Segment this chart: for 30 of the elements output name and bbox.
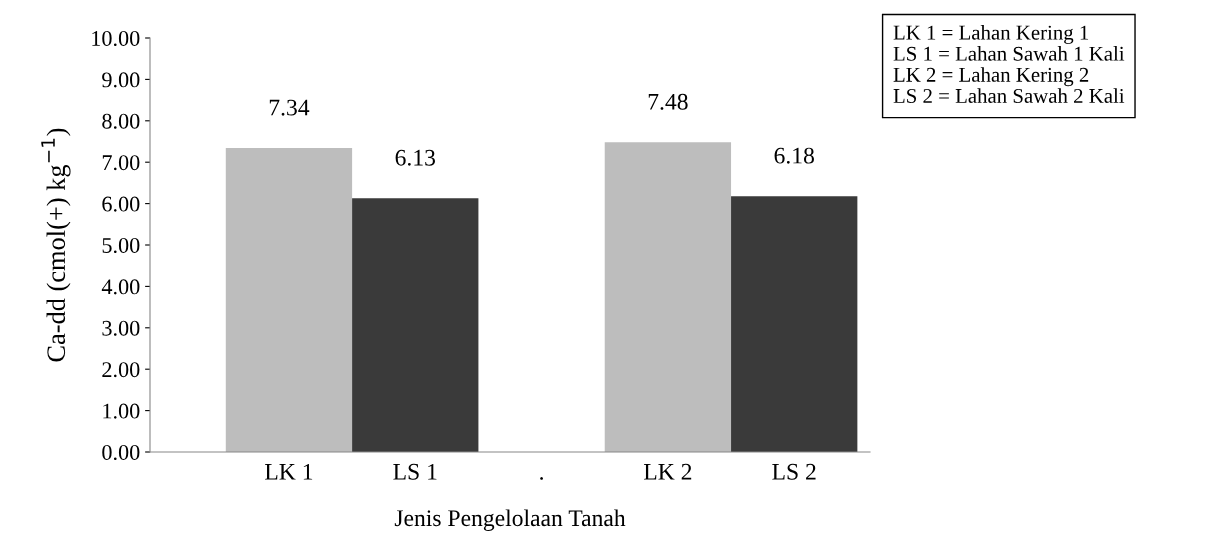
text: LS 1 = Lahan Sawah 1 Kali: [893, 46, 1125, 61]
text: LK 2 = Lahan Kering 2: [893, 67, 1089, 87]
y-tick-label: 1.00: [103, 403, 140, 419]
y-tick-label: 2.00: [102, 362, 140, 378]
x-tick-label: LS 2: [772, 463, 816, 480]
text: LS 2 = Lahan Sawah 2 Kali: [893, 88, 1125, 103]
y-tick-label: 4.00: [101, 279, 140, 295]
y-tick-label: 8.00: [102, 113, 140, 129]
data-label: 7.34: [269, 99, 310, 116]
y-tick-label: 0.00: [102, 444, 140, 461]
y-axis-title: Ca-dd (cmol(+) kg$^{−1}$): [41, 128, 71, 362]
y-tick-label: 6.00: [102, 196, 140, 212]
bar: [352, 198, 479, 452]
data-label: 6.13: [395, 149, 435, 166]
x-axis-title: Jenis Pengelolaan Tanah: [394, 509, 626, 531]
x-tick-label: .: [540, 477, 543, 480]
bar: [731, 196, 858, 452]
text: LK 1 = Lahan Kering 1: [893, 25, 1089, 44]
y-tick-label: 5.00: [102, 237, 140, 254]
y-tick-label: 3.00: [102, 320, 140, 336]
y-tick-label: 7.00: [102, 155, 140, 171]
bar: [225, 148, 353, 452]
x-tick-label: LK 1: [265, 463, 313, 480]
x-tick-label: LS 1: [393, 463, 437, 480]
data-label: 6.18: [774, 147, 814, 164]
x-tick-label: LK 2: [643, 463, 692, 480]
y-tick-label: 10.00: [92, 30, 140, 47]
y-tick-label: 9.00: [102, 72, 140, 88]
data-label: 7.48: [648, 93, 688, 110]
bar: [604, 142, 732, 452]
